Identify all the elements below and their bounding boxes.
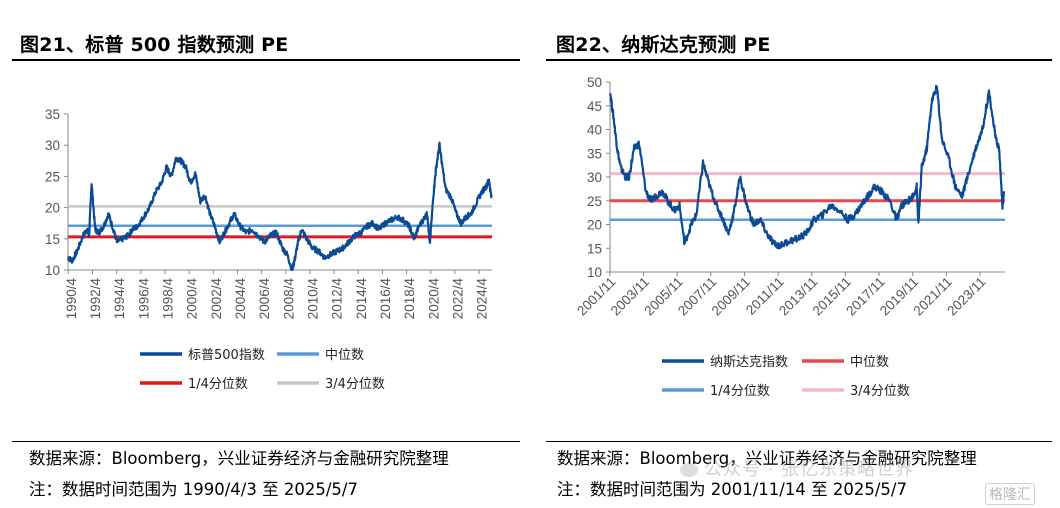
sp500-y-tick-label: 35: [45, 107, 60, 122]
sp500-y-tick-label: 20: [45, 201, 60, 216]
sp500-x-tick-label: 2018/4: [402, 278, 417, 320]
sp500-y-tick-label: 15: [45, 232, 60, 247]
left-source-text: 数据来源：Bloomberg，兴业证券经济与金融研究院整理: [29, 449, 449, 468]
sp500-x-tick-label: 2020/4: [426, 278, 441, 320]
sp500-x-tick-label: 2022/4: [450, 278, 465, 320]
nasdaq-y-tick-label: 45: [587, 99, 602, 114]
wechat-icon: [680, 463, 698, 477]
sp500-series-line: [67, 141, 493, 272]
right-source-text: 数据来源：Bloomberg，兴业证券经济与金融研究院整理: [557, 449, 977, 468]
right-figure-title: 图22、纳斯达克预测 PE: [556, 34, 771, 56]
sp500-x-tick-label: 1992/4: [88, 278, 103, 320]
nasdaq-y-tick-label: 25: [587, 194, 602, 209]
left-figure-panel: 图21、标普 500 指数预测 PE 数据来源：Bloomberg，兴业证券经济…: [12, 34, 520, 499]
left-note-text: 注：数据时间范围为 1990/4/3 至 2025/5/7: [29, 480, 358, 499]
sp500-x-tick-label: 2024/4: [475, 278, 490, 320]
sp500-x-tick-label: 2012/4: [330, 278, 345, 320]
sp500-y-tick-label: 25: [45, 169, 60, 184]
left-figure-title: 图21、标普 500 指数预测 PE: [20, 34, 289, 56]
sp500-x-tick-label: 2006/4: [257, 278, 272, 320]
sp500-x-tick-label: 2014/4: [354, 278, 369, 320]
sp500-legend-label: 标普500指数: [188, 348, 265, 363]
sp500-x-tick-label: 2010/4: [306, 278, 321, 320]
nasdaq-y-tick-label: 10: [587, 265, 602, 280]
nasdaq-legend-label: 中位数: [850, 355, 889, 370]
nasdaq-series-line: [608, 84, 1006, 250]
sp500-y-tick-label: 10: [45, 263, 60, 278]
nasdaq-legend-label: 纳斯达克指数: [710, 355, 788, 370]
sp500-legend-label: 中位数: [325, 348, 364, 363]
nasdaq-y-tick-label: 35: [587, 146, 602, 161]
sp500-x-tick-label: 2002/4: [209, 278, 224, 320]
nasdaq-y-tick-label: 20: [587, 218, 602, 233]
left-title-rule: [12, 59, 520, 61]
right-source-rule: [546, 441, 1052, 442]
sp500-x-tick-label: 1996/4: [136, 278, 151, 320]
nasdaq-y-tick-label: 15: [587, 241, 602, 256]
nasdaq-y-tick-label: 30: [587, 170, 602, 185]
watermark: 公众号 · 张忆东策略世界: [680, 455, 914, 481]
sp500-legend-label: 3/4分位数: [325, 377, 385, 392]
nasdaq-y-tick-label: 40: [587, 123, 602, 138]
nasdaq-legend-label: 3/4分位数: [850, 384, 910, 399]
sp500-x-tick-label: 1994/4: [112, 278, 127, 320]
left-source-rule: [12, 441, 520, 442]
sp500-x-tick-label: 2000/4: [185, 278, 200, 320]
sp500-x-tick-label: 2016/4: [378, 278, 393, 320]
nasdaq-legend-label: 1/4分位数: [710, 384, 770, 399]
nasdaq-y-tick-label: 50: [587, 75, 602, 90]
right-title-rule: [546, 59, 1052, 61]
sp500-x-tick-label: 1998/4: [161, 278, 176, 320]
brand-badge: 格隆汇: [985, 483, 1035, 505]
watermark-text: 公众号 · 张忆东策略世界: [704, 459, 915, 480]
sp500-x-tick-label: 2004/4: [233, 278, 248, 320]
sp500-legend-label: 1/4分位数: [188, 377, 248, 392]
right-figure-panel: 图22、纳斯达克预测 PE 数据来源：Bloomberg，兴业证券经济与金融研究…: [530, 0, 1060, 508]
sp500-y-tick-label: 30: [45, 138, 60, 153]
right-note-text: 注：数据时间范围为 2001/11/14 至 2025/5/7: [557, 480, 907, 499]
sp500-x-tick-label: 1990/4: [64, 278, 79, 320]
sp500-x-tick-label: 2008/4: [281, 278, 296, 320]
